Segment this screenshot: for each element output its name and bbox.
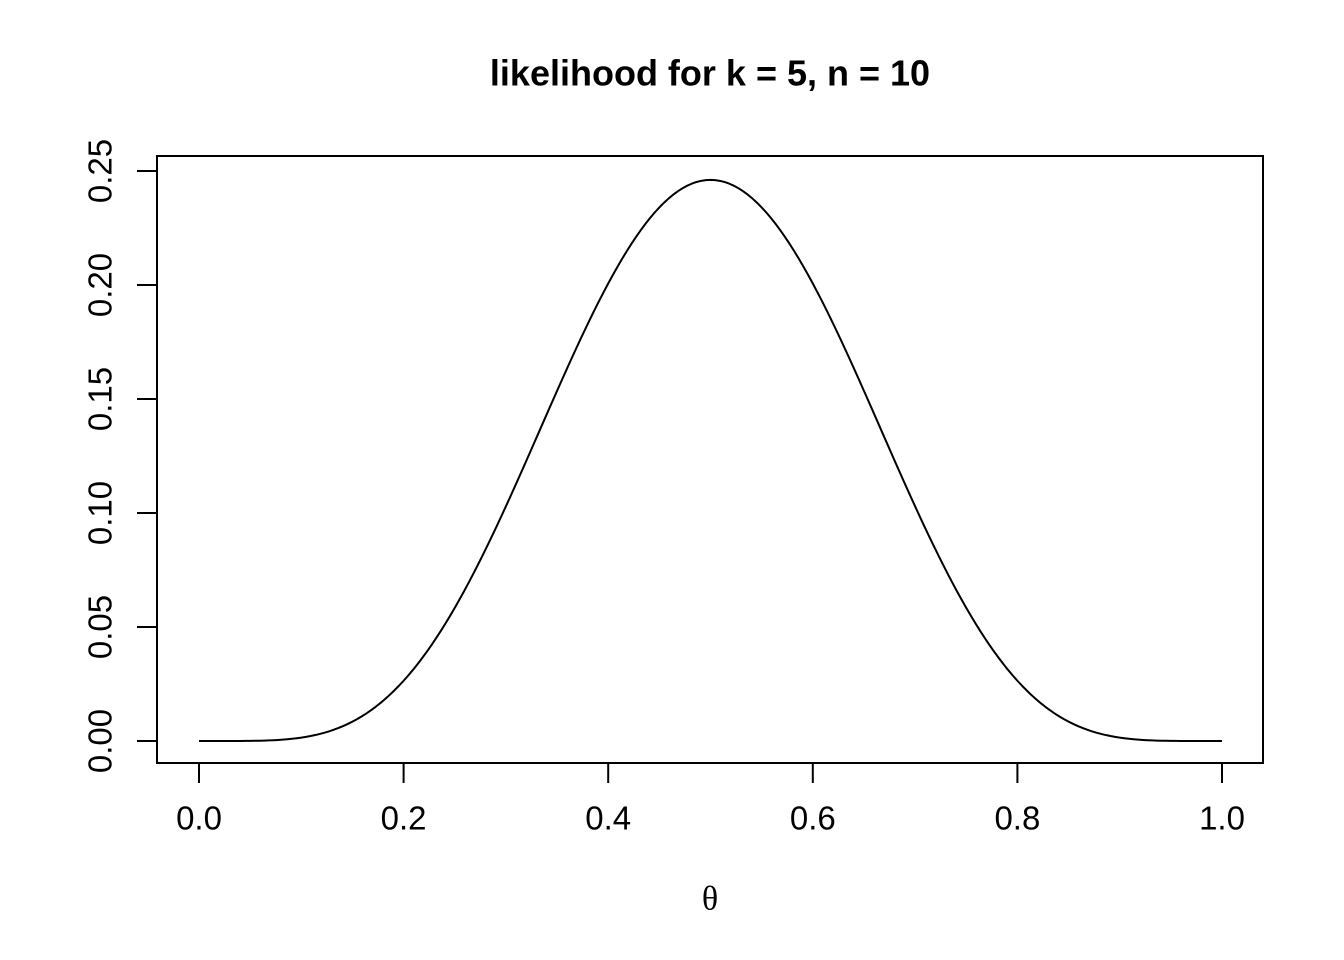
- y-tick-label: 0.15: [82, 367, 119, 431]
- y-tick-label: 0.00: [82, 709, 119, 773]
- likelihood-curve: [199, 178, 1222, 742]
- y-tick-label: 0.25: [82, 139, 119, 203]
- x-axis: 0.0 0.2 0.4 0.6 0.8 1.0: [176, 763, 1245, 837]
- x-tick-label: 0.0: [176, 800, 222, 837]
- x-tick-label: 0.6: [790, 800, 836, 837]
- x-tick-label: 1.0: [1199, 800, 1245, 837]
- y-tick-label: 0.05: [82, 595, 119, 659]
- chart-title: likelihood for k = 5, n = 10: [490, 53, 930, 94]
- y-tick-label: 0.10: [82, 481, 119, 545]
- x-tick-label: 0.2: [381, 800, 427, 837]
- x-axis-label: θ: [702, 881, 718, 918]
- x-tick-label: 0.4: [585, 800, 631, 837]
- x-tick-label: 0.8: [994, 800, 1040, 837]
- plot-box: [156, 155, 1264, 764]
- y-tick-label: 0.20: [82, 253, 119, 317]
- y-axis: 0.00 0.05 0.10 0.15 0.20 0.25: [82, 139, 157, 773]
